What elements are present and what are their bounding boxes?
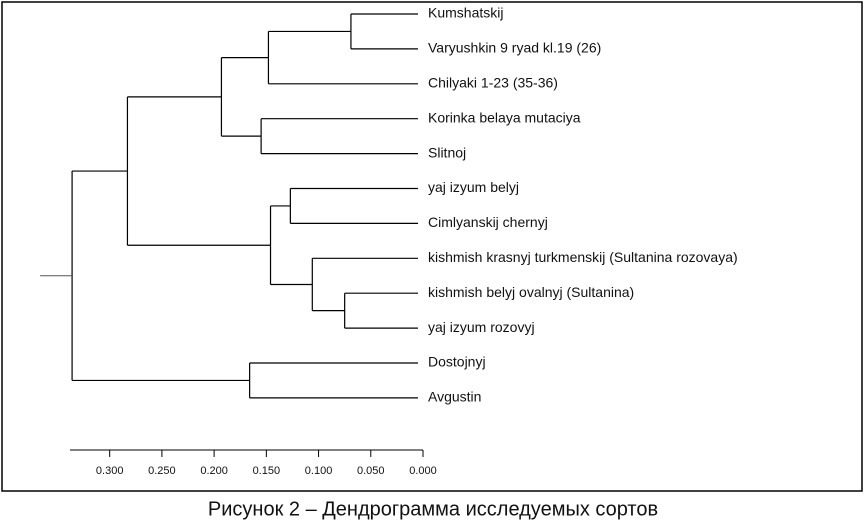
branch (71, 170, 250, 382)
branch (249, 362, 418, 399)
leaf-label: kishmish belyj ovalnyj (Sultanina) (428, 284, 634, 300)
branch (126, 96, 271, 246)
branch (269, 205, 313, 286)
x-tick-label: 0.100 (305, 465, 333, 477)
leaf-label: kishmish krasnyj turkmenskij (Sultanina … (428, 249, 738, 265)
leaf-label: Chilyaki 1-23 (35-36) (428, 75, 558, 91)
branch (344, 292, 418, 329)
frame (1, 1, 863, 492)
leaf-label: Varyushkin 9 ryad kl.19 (26) (428, 40, 601, 56)
leaf-label: Avgustin (428, 389, 481, 405)
x-tick-label: 0.000 (409, 465, 437, 477)
leaf-label: Cimlyanskij chernyj (428, 214, 548, 230)
leaf-label: yaj izyum belyj (428, 179, 519, 195)
leaf-label: yaj izyum rozovyj (428, 319, 535, 335)
leaf-label: Korinka belaya mutaciya (428, 109, 581, 125)
leaf-label: Kumshatskij (428, 5, 503, 21)
branch (267, 30, 418, 85)
x-tick-label: 0.300 (96, 465, 124, 477)
x-tick-label: 0.050 (357, 465, 385, 477)
branch (311, 257, 418, 312)
caption: Рисунок 2 – Дендрограмма исследуемых сор… (208, 498, 658, 520)
x-tick-label: 0.200 (200, 465, 228, 477)
leaf-label: Dostojnyj (428, 354, 486, 370)
branch (220, 57, 269, 137)
branch (289, 187, 418, 224)
branch (350, 13, 418, 50)
x-tick-label: 0.150 (253, 465, 281, 477)
x-tick-label: 0.250 (148, 465, 176, 477)
branch (260, 118, 418, 155)
leaf-label: Slitnoj (428, 144, 466, 160)
